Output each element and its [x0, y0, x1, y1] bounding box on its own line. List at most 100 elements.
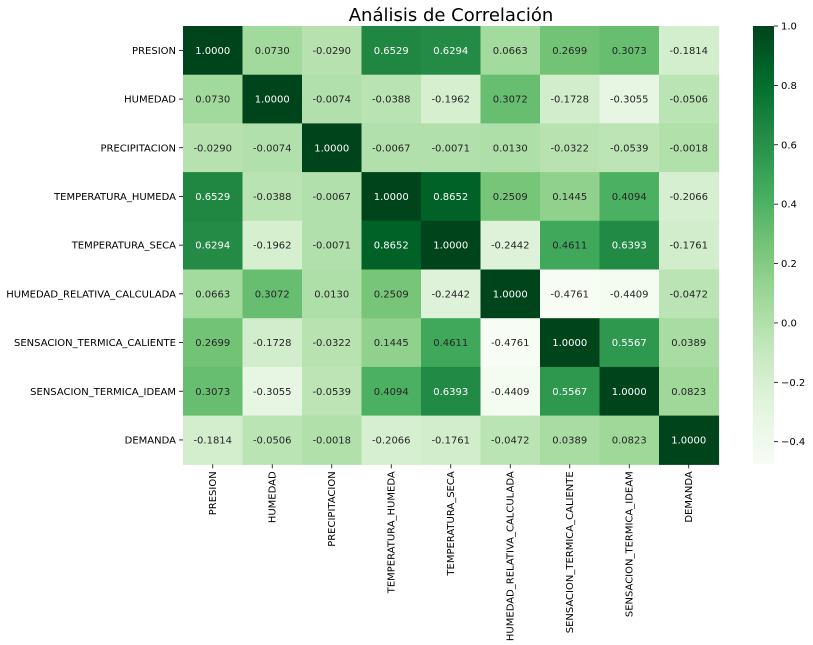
heatmap-cell-value: -0.1814: [669, 46, 708, 57]
heatmap-cell: [421, 26, 482, 76]
x-tick-label: HUMEDAD: [268, 471, 279, 523]
heatmap-cell-value: 0.4611: [552, 241, 587, 252]
heatmap-cell: [599, 26, 660, 76]
heatmap-cell-value: 0.4094: [374, 387, 409, 398]
heatmap-cell-value: -0.0018: [312, 435, 351, 446]
heatmap-cell: [302, 123, 363, 173]
heatmap-cell-value: 0.0823: [612, 435, 647, 446]
x-tick-label: TEMPERATURA_HUMEDA: [387, 471, 398, 594]
heatmap-cell: [302, 366, 363, 417]
heatmap-cell-value: 0.3073: [195, 387, 230, 398]
heatmap-cell: [480, 172, 541, 222]
colorbar: −0.4 −0.2 0.0 0.2 0.4 0.6 0.8 1.0: [753, 22, 805, 465]
heatmap-cell: [421, 269, 482, 319]
heatmap-cell-value: 0.2509: [493, 192, 528, 203]
heatmap-cell: [242, 26, 303, 76]
heatmap-cell-value: 0.6393: [612, 241, 647, 252]
heatmap-cell-value: 0.4611: [433, 338, 468, 349]
heatmap-cell: [302, 415, 363, 465]
heatmap-cell-value: -0.0472: [491, 435, 530, 446]
heatmap-cell: [540, 123, 601, 173]
heatmap-cell-value: -0.0388: [372, 95, 411, 106]
heatmap-cell-value: 0.6294: [195, 241, 230, 252]
heatmap-cell-value: 1.0000: [433, 241, 468, 252]
heatmap-cell-value: 0.0663: [195, 289, 230, 300]
heatmap-cell: [361, 26, 422, 76]
heatmap-cell-value: -0.0074: [253, 143, 292, 154]
heatmap-cell: [361, 366, 422, 417]
x-tick-label: DEMANDA: [684, 471, 695, 522]
x-axis-tick-labels: PRESION HUMEDAD PRECIPITACION TEMPERATURA_H…: [208, 464, 695, 641]
colorbar-gradient: [753, 26, 774, 465]
x-tick-label: PRESION: [208, 471, 219, 515]
heatmap-cell: [659, 415, 720, 465]
heatmap-cell-value: 1.0000: [671, 435, 706, 446]
heatmap-cell: [302, 26, 363, 76]
heatmap-cell-value: 0.2699: [195, 338, 230, 349]
heatmap-cell-value: -0.2442: [431, 289, 470, 300]
heatmap-cell-value: 0.0130: [314, 289, 349, 300]
heatmap-cell: [540, 269, 601, 319]
heatmap-cell: [183, 123, 244, 173]
x-tick-label: SENSACION_TERMICA_IDEAM: [625, 471, 636, 617]
heatmap-cell: [302, 220, 363, 271]
heatmap-cell: [183, 366, 244, 417]
heatmap-cell: [361, 74, 422, 124]
heatmap-cell-value: 0.0663: [493, 46, 528, 57]
heatmap-cell: [659, 366, 720, 417]
y-tick-label: SENSACION_TERMICA_CALIENTE: [14, 338, 176, 349]
heatmap-cell-value: -0.1761: [431, 435, 470, 446]
y-tick-label: HUMEDAD: [124, 95, 176, 106]
heatmap-cell-value: -0.0071: [312, 241, 351, 252]
heatmap-cell: [421, 318, 482, 368]
heatmap-cell-value: -0.0539: [610, 143, 649, 154]
heatmap-cell: [242, 269, 303, 319]
heatmap-cell-value: 1.0000: [493, 289, 528, 300]
heatmap-cell: [242, 318, 303, 368]
x-tick-label: PRECIPITACION: [327, 471, 338, 547]
heatmap-cell: [421, 123, 482, 173]
heatmap-cell: [599, 172, 660, 222]
heatmap-cell: [421, 172, 482, 222]
heatmap-cell-value: 0.3072: [493, 95, 528, 106]
heatmap-cell-value: -0.2442: [491, 241, 530, 252]
heatmap-cell: [599, 415, 660, 465]
heatmap-cell: [242, 172, 303, 222]
x-tick-label: HUMEDAD_RELATIVA_CALCULADA: [506, 471, 517, 641]
heatmap-cell: [361, 269, 422, 319]
heatmap-cell-value: -0.1962: [253, 241, 292, 252]
heatmap-cell-value: 0.2699: [552, 46, 587, 57]
heatmap-cell: [599, 269, 660, 319]
heatmap-cell: [480, 366, 541, 417]
heatmap-cell: [540, 366, 601, 417]
heatmap-cell-value: 1.0000: [374, 192, 409, 203]
colorbar-tick-label: 0.4: [781, 200, 797, 211]
heatmap-cell-value: 0.3072: [255, 289, 290, 300]
y-tick-label: DEMANDA: [125, 435, 176, 446]
heatmap-cell-value: -0.0472: [669, 289, 708, 300]
heatmap-cell-value: 1.0000: [314, 143, 349, 154]
heatmap-cell: [540, 26, 601, 76]
heatmap-cell-value: 0.6529: [195, 192, 230, 203]
y-tick-label: TEMPERATURA_HUMEDA: [53, 192, 176, 203]
heatmap-cell: [242, 74, 303, 124]
heatmap-cell-value: -0.1761: [669, 241, 708, 252]
heatmap-cell-value: -0.1814: [193, 435, 232, 446]
heatmap-cell-value: -0.4761: [491, 338, 530, 349]
heatmap-cell-value: 0.0389: [671, 338, 706, 349]
heatmap-cell-value: -0.3055: [610, 95, 649, 106]
heatmap-cell: [540, 415, 601, 465]
heatmap-cell-value: -0.1962: [431, 95, 470, 106]
heatmap-cell: [361, 318, 422, 368]
y-tick-label: SENSACION_TERMICA_IDEAM: [30, 387, 176, 398]
heatmap-cell-value: -0.0506: [253, 435, 292, 446]
heatmap-cell-value: 0.8652: [374, 241, 409, 252]
heatmap-cell-value: -0.3055: [253, 387, 292, 398]
heatmap-cell-value: 0.0823: [671, 387, 706, 398]
heatmap-cell-value: -0.1728: [253, 338, 292, 349]
heatmap-cell: [659, 123, 720, 173]
heatmap-cell: [361, 123, 422, 173]
y-axis-tick-labels: PRESION HUMEDAD PRECIPITACION TEMPERATURA_H…: [6, 46, 183, 446]
heatmap-cell-value: -0.0067: [312, 192, 351, 203]
